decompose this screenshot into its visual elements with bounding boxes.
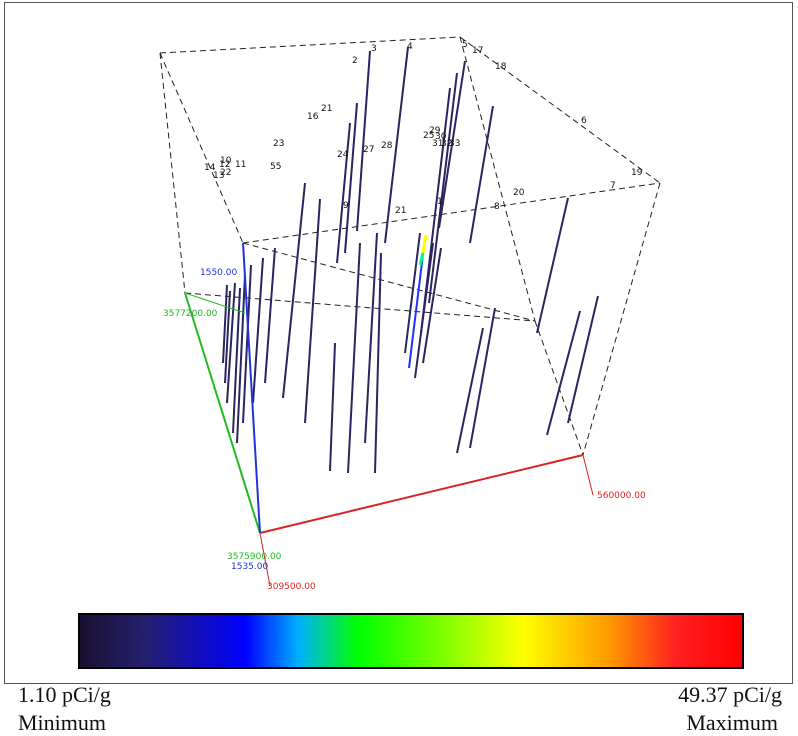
y-axis-end-tick bbox=[184, 292, 246, 314]
borehole-13 bbox=[252, 257, 264, 404]
x-axis-end-label: 560000.00 bbox=[597, 491, 646, 501]
borehole-27 bbox=[567, 295, 599, 424]
well-label-31: 6 bbox=[581, 116, 587, 126]
well-label-14: 30 bbox=[435, 132, 447, 142]
borehole-2 bbox=[438, 60, 466, 229]
borehole-29 bbox=[329, 342, 336, 472]
well-label-21: 13 bbox=[213, 171, 224, 181]
box-edge-3 bbox=[159, 52, 244, 244]
borehole-23 bbox=[422, 247, 442, 364]
box-edge-1 bbox=[459, 36, 661, 184]
plot-frame: 560000.00 309500.00 3577200.00 3575900.00 15… bbox=[4, 2, 793, 684]
x-axis-start-label: 309500.00 bbox=[267, 582, 316, 592]
borehole-10 bbox=[364, 232, 378, 444]
well-label-2: 4 bbox=[407, 42, 413, 52]
well-label-1: 3 bbox=[371, 44, 377, 54]
well-label-15: 31 bbox=[432, 139, 443, 149]
min-value-label: 1.10 pCi/g bbox=[18, 682, 111, 707]
z-axis-line bbox=[242, 242, 261, 534]
well-label-12: 25 bbox=[423, 131, 434, 141]
borehole-24 bbox=[469, 307, 496, 449]
min-caption-label: Minimum bbox=[18, 710, 107, 735]
borehole-6 bbox=[344, 102, 358, 254]
box-edge-9 bbox=[459, 36, 536, 322]
borehole-25 bbox=[456, 327, 484, 454]
axes: 560000.00309500.003577200.003575900.0015… bbox=[163, 242, 646, 592]
x-axis-line bbox=[259, 454, 584, 534]
borehole-11 bbox=[347, 242, 361, 474]
borehole-19 bbox=[232, 287, 241, 434]
well-label-18: 14 bbox=[204, 163, 216, 173]
borehole-28 bbox=[546, 310, 581, 436]
box-edge-4 bbox=[242, 182, 661, 244]
borehole-0 bbox=[356, 50, 371, 232]
well-label-0: 2 bbox=[352, 56, 358, 66]
well-label-19: 12 bbox=[219, 160, 230, 170]
bounding-box bbox=[159, 36, 661, 456]
borehole-30 bbox=[374, 252, 382, 474]
box-edge-0 bbox=[159, 36, 461, 54]
well-label-27: 1 bbox=[437, 197, 443, 207]
box-edge-2 bbox=[159, 52, 186, 294]
well-label-10: 27 bbox=[363, 145, 374, 155]
well-label-8: 23 bbox=[273, 139, 284, 149]
borehole-16 bbox=[226, 282, 236, 404]
well-label-30: 7 bbox=[610, 181, 616, 191]
borehole-20 bbox=[404, 232, 421, 354]
well-label-11: 28 bbox=[381, 141, 393, 151]
y-axis-line bbox=[184, 292, 261, 534]
borehole-7 bbox=[336, 122, 351, 264]
z-axis-end-label: 1550.00 bbox=[200, 268, 237, 278]
y-axis-end-label: 3577200.00 bbox=[163, 309, 218, 319]
well-label-7: 21 bbox=[321, 104, 332, 114]
z-axis-start-label: 1535.00 bbox=[231, 562, 268, 572]
borehole-22 bbox=[414, 242, 434, 379]
borehole-26 bbox=[536, 197, 569, 334]
borehole-12 bbox=[264, 247, 276, 384]
y-axis-start-label: 3575900.00 bbox=[227, 552, 282, 562]
borehole-3 bbox=[428, 72, 458, 304]
well-label-3: 5 bbox=[462, 40, 468, 50]
x-axis-end-tick bbox=[582, 454, 594, 496]
borehole-9 bbox=[304, 198, 321, 424]
well-label-20: 11 bbox=[235, 160, 246, 170]
max-value-label: 49.37 pCi/g bbox=[678, 682, 782, 707]
borehole-1 bbox=[384, 46, 409, 244]
well-label-17: 33 bbox=[449, 139, 460, 149]
borehole-highlight-green bbox=[418, 252, 425, 266]
borehole-8 bbox=[282, 182, 306, 399]
well-label-16: 32 bbox=[441, 139, 452, 149]
borehole-15 bbox=[236, 274, 246, 444]
max-caption-label: Maximum bbox=[686, 710, 778, 735]
well-label-5: 18 bbox=[495, 62, 507, 72]
3d-scene: 560000.00309500.003577200.003575900.0015… bbox=[159, 36, 661, 592]
borehole-traces bbox=[222, 46, 599, 474]
well-label-28: 8 bbox=[494, 202, 500, 212]
well-label-32: 19 bbox=[631, 168, 643, 178]
borehole-18 bbox=[224, 290, 231, 384]
well-label-22: 10 bbox=[220, 156, 232, 166]
borehole-14 bbox=[242, 264, 252, 424]
box-edge-5 bbox=[242, 242, 536, 322]
box-edge-6 bbox=[582, 182, 661, 456]
well-label-26: 21 bbox=[395, 206, 406, 216]
x-axis-start-tick bbox=[259, 532, 271, 587]
well-label-13: 29 bbox=[429, 126, 441, 136]
borehole-17 bbox=[222, 284, 228, 364]
well-label-9: 24 bbox=[337, 150, 349, 160]
borehole-5 bbox=[469, 105, 494, 244]
well-label-4: 17 bbox=[472, 46, 483, 56]
borehole-highlight-yellow bbox=[421, 234, 428, 254]
well-label-29: 20 bbox=[513, 188, 525, 198]
box-edge-7 bbox=[184, 292, 536, 322]
colorbar bbox=[78, 613, 744, 669]
well-label-25: 9 bbox=[343, 201, 349, 211]
well-label-6: 16 bbox=[307, 112, 319, 122]
well-label-24: 55 bbox=[270, 162, 281, 172]
well-label-23: 22 bbox=[220, 168, 231, 178]
